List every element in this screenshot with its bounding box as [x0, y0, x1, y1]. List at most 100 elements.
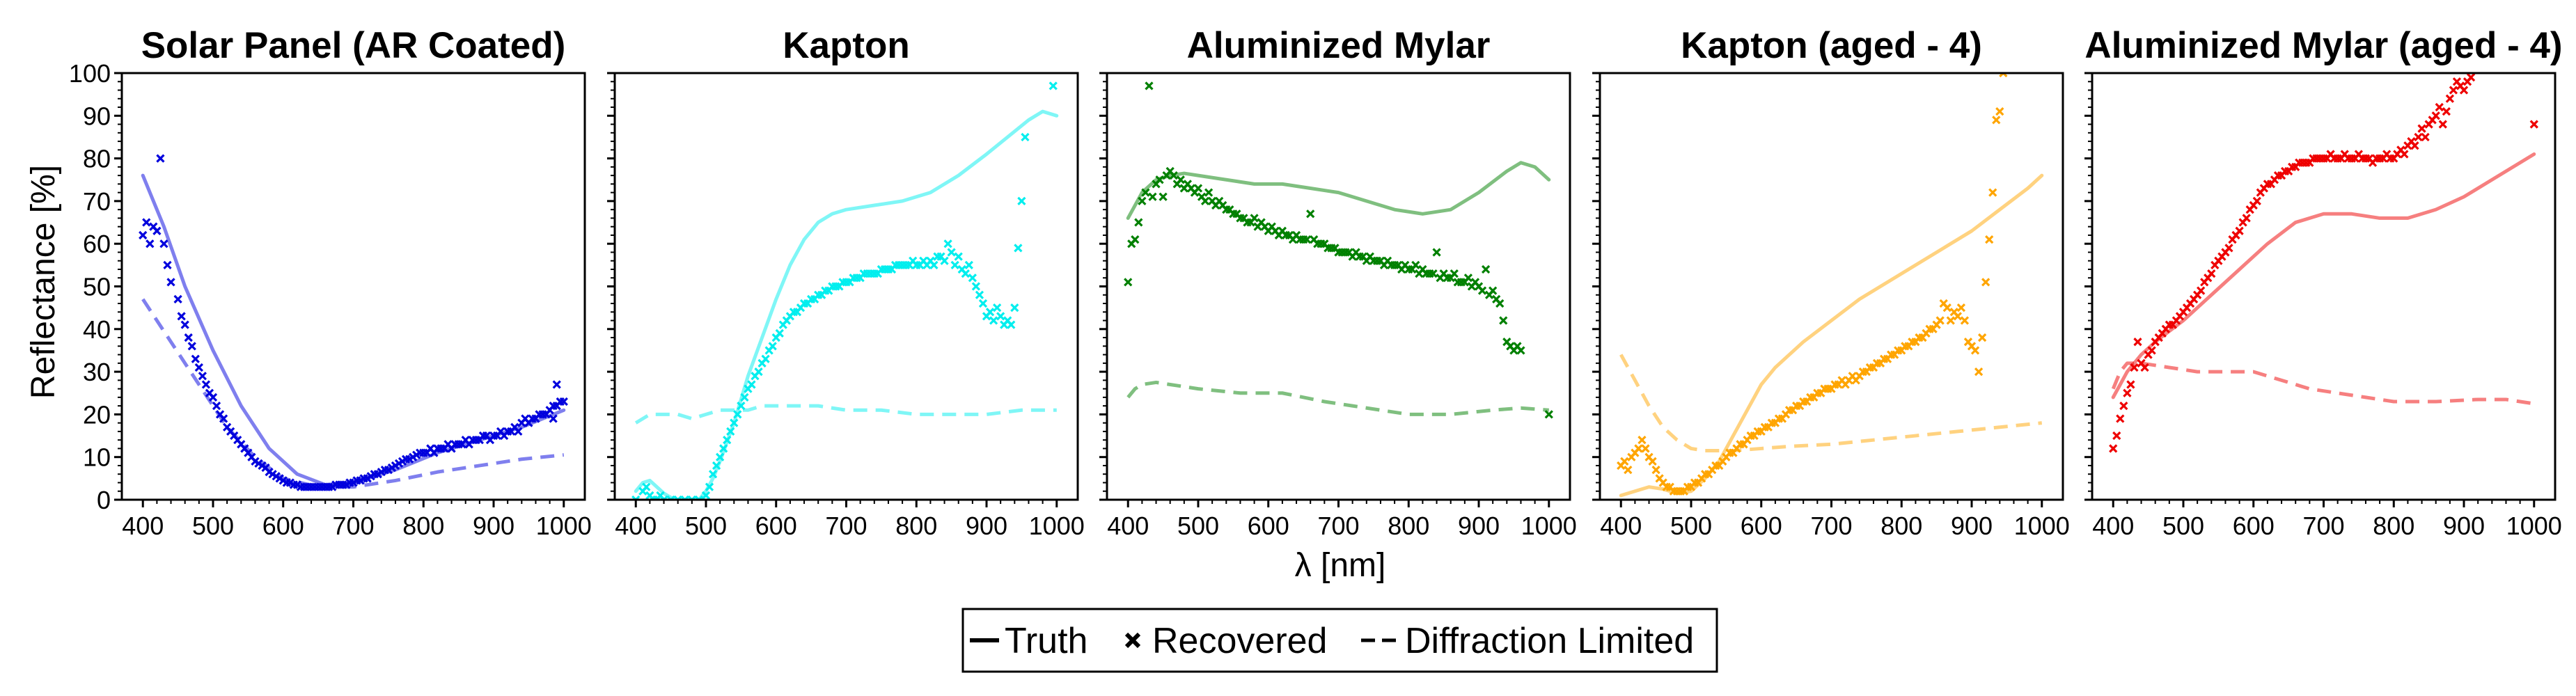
panel-frame: [1599, 72, 2064, 501]
recovered-point: [146, 239, 155, 248]
recovered-point: [733, 410, 742, 419]
recovered-point: [1641, 444, 1650, 453]
recovered-point: [954, 252, 963, 261]
x-tick-label: 1000: [536, 512, 592, 540]
recovered-point: [2442, 107, 2451, 116]
x-tick-label: 400: [122, 512, 164, 540]
diffraction-limited-line: [141, 298, 565, 489]
recovered-point: [1017, 196, 1026, 206]
x-tick-label: 600: [755, 512, 797, 540]
recovered-point: [747, 380, 756, 389]
recovered-point: [1974, 367, 1984, 377]
recovered-point: [1999, 73, 2008, 78]
recovered-point: [2466, 73, 2476, 82]
legend-frame: [961, 608, 1718, 673]
panel-frame: [613, 72, 1079, 501]
chart-panel: Kapton (aged - 4) 400 500 600 700 800 900 1000: [1592, 25, 2070, 540]
recovered-point: [992, 303, 1002, 313]
legend-truth-label: Truth: [1005, 621, 1087, 661]
x-tick-label: 500: [192, 512, 234, 540]
y-axis-label: Reflectance [%]: [25, 165, 62, 399]
recovered-point: [1648, 457, 1657, 466]
x-tick-label: 900: [1458, 512, 1500, 540]
x-tick-label: 1000: [1029, 512, 1085, 540]
recovered-point: [552, 380, 561, 389]
recovered-point: [180, 320, 189, 329]
y-tick-label: 60: [83, 230, 111, 258]
recovered-point: [947, 248, 956, 257]
recovered-point: [2207, 269, 2216, 278]
recovered-point: [1942, 303, 1951, 313]
panel-title: Aluminized Mylar: [1187, 25, 1491, 66]
recovered-point: [1014, 244, 1023, 253]
chart-panel: Solar Panel (AR Coated)400 500 600 700 800 90…: [69, 25, 592, 540]
plot-area: [139, 154, 568, 491]
truth-line: [2111, 152, 2536, 400]
recovered-point: [687, 495, 696, 500]
recovered-point: [1956, 303, 1966, 313]
recovered-point: [1544, 410, 1553, 419]
recovered-point: [1155, 175, 1164, 184]
recovered-point: [1432, 248, 1441, 257]
recovered-point: [2400, 150, 2409, 159]
panel-title: Kapton (aged - 4): [1681, 25, 1982, 66]
panel-frame: [2091, 72, 2557, 501]
recovered-point: [514, 427, 523, 436]
recovered-point: [173, 294, 182, 304]
recovered-point: [201, 380, 211, 389]
recovered-point: [2197, 286, 2206, 295]
recovered-point: [673, 495, 682, 500]
recovered-point: [1200, 196, 1210, 206]
recovered-point: [1303, 235, 1312, 244]
recovered-point: [768, 342, 777, 351]
recovered-point: [2235, 226, 2244, 235]
recovered-point: [680, 495, 689, 500]
recovered-point: [1169, 171, 1178, 180]
diffraction-limited-line: [634, 404, 1057, 425]
y-tick-label: 80: [83, 145, 111, 173]
recovered-point: [163, 260, 172, 269]
recovered-point: [2421, 132, 2430, 142]
plot-area: [2109, 73, 2538, 453]
recovered-point: [2459, 86, 2469, 95]
recovered-point: [642, 482, 651, 491]
recovered-point: [1159, 192, 1168, 201]
recovered-point: [737, 402, 746, 411]
recovered-point: [989, 316, 998, 325]
y-tick-label: 40: [83, 315, 111, 344]
recovered-point: [701, 491, 711, 500]
truth-line: [634, 109, 1059, 500]
recovered-point: [1995, 107, 2004, 116]
recovered-point: [1935, 316, 1945, 325]
recovered-point: [2112, 431, 2121, 441]
x-tick-label: 800: [402, 512, 444, 540]
y-tick-label: 30: [83, 358, 111, 386]
recovered-point: [2116, 414, 2125, 423]
recovered-point: [666, 495, 675, 500]
y-tick-label: 100: [69, 59, 111, 88]
recovered-point: [1145, 81, 1154, 90]
recovered-point: [694, 495, 704, 500]
recovered-point: [1477, 286, 1487, 295]
recovered-point: [2147, 346, 2156, 355]
x-tick-label: 400: [615, 512, 657, 540]
diffraction-limited-line: [1619, 354, 2043, 453]
panel-title: Solar Panel (AR Coated): [141, 25, 566, 66]
recovered-point: [975, 290, 984, 299]
y-tick-label: 70: [83, 187, 111, 216]
recovered-point: [2224, 244, 2233, 253]
chart-panel: Aluminized Mylar 400 500 600 700 800 900 1000: [1099, 25, 1577, 540]
recovered-point: [961, 269, 970, 278]
recovered-point: [191, 354, 200, 363]
recovered-point: [549, 414, 558, 423]
recovered-point: [142, 218, 151, 227]
recovered-point: [1463, 274, 1473, 283]
panel-frame: [120, 72, 586, 501]
recovered-point: [187, 342, 196, 351]
recovered-point: [198, 372, 207, 381]
recovered-point: [996, 312, 1005, 321]
chart-panel: Aluminized Mylar (aged - 4) 400 500 600 700 8…: [2084, 25, 2563, 540]
recovered-point: [659, 495, 668, 500]
recovered-point: [1131, 235, 1140, 244]
x-tick-label: 800: [1880, 512, 1922, 540]
